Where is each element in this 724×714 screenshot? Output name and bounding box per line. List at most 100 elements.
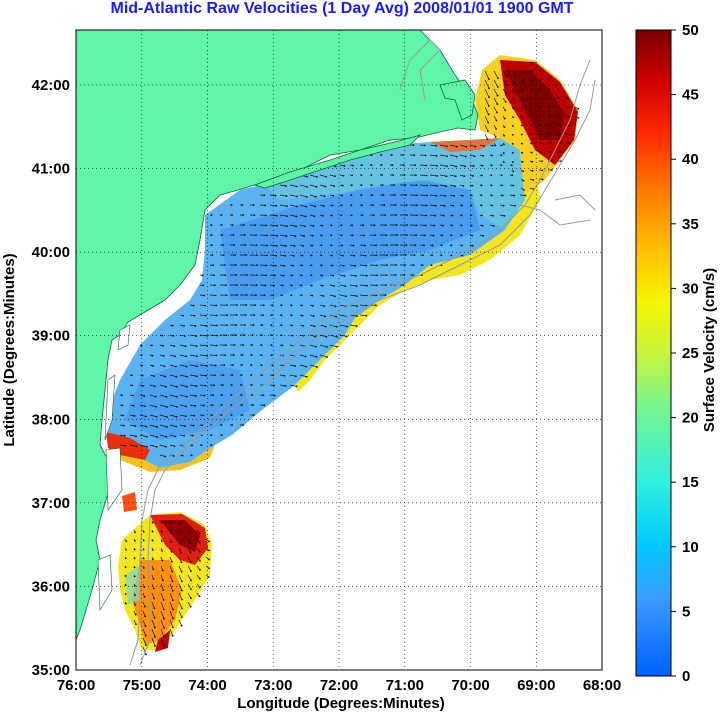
velocity-arrow-head	[192, 424, 195, 427]
velocity-arrow	[289, 374, 296, 377]
velocity-arrow-head	[144, 405, 146, 408]
velocity-arrow-head	[340, 214, 343, 217]
velocity-arrow-head	[529, 106, 532, 109]
velocity-arrow-head	[521, 161, 524, 163]
velocity-arrow	[179, 374, 188, 377]
velocity-arrow-head	[222, 374, 225, 376]
velocity-arrow-head	[211, 414, 213, 417]
velocity-arrow-head	[300, 304, 303, 307]
velocity-arrow-head	[266, 244, 268, 247]
velocity-arrow-head	[215, 314, 218, 317]
velocity-arrow-head	[176, 395, 178, 398]
velocity-arrow-head	[455, 155, 458, 158]
velocity-arrow-head	[152, 364, 155, 367]
velocity-arrow-head	[375, 244, 377, 247]
velocity-arrow-head	[163, 635, 165, 638]
velocity-arrow	[289, 214, 297, 217]
velocity-arrow-head	[151, 354, 154, 357]
velocity-arrow-head	[220, 404, 223, 406]
velocity-arrow-head	[314, 335, 317, 338]
velocity-arrow-head	[577, 116, 580, 119]
velocity-arrow-head	[322, 295, 325, 297]
velocity-arrow-head	[350, 204, 353, 207]
velocity-arrow-head	[520, 133, 523, 136]
velocity-arrow-head	[541, 169, 544, 172]
velocity-arrow	[299, 364, 307, 367]
velocity-arrow-head	[172, 626, 174, 629]
velocity-arrow-head	[360, 194, 363, 197]
velocity-arrow-head	[405, 234, 408, 236]
velocity-arrow	[151, 592, 155, 599]
velocity-arrow-head	[446, 155, 448, 158]
velocity-arrow-head	[275, 214, 278, 217]
velocity-arrow-head	[242, 214, 245, 216]
velocity-arrow-head	[352, 244, 355, 247]
velocity-arrow-head	[404, 264, 406, 266]
velocity-arrow-head	[153, 626, 156, 629]
velocity-arrow-head	[260, 334, 263, 337]
velocity-arrow-head	[160, 521, 163, 524]
velocity-arrow-head	[505, 75, 508, 78]
velocity-arrow-head	[220, 224, 223, 226]
velocity-arrow	[269, 214, 277, 217]
velocity-arrow-head	[330, 244, 333, 247]
velocity-arrow-head	[213, 384, 215, 387]
velocity-arrow-head	[481, 164, 484, 167]
velocity-arrow-head	[425, 204, 428, 207]
velocity-arrow-head	[513, 99, 515, 101]
velocity-arrow-head	[325, 175, 327, 178]
velocity-arrow	[178, 601, 183, 609]
velocity-arrow	[429, 204, 436, 207]
velocity-arrow-head	[415, 234, 417, 237]
velocity-arrow-head	[201, 424, 204, 427]
velocity-arrow-head	[134, 613, 137, 616]
velocity-arrow-head	[250, 384, 253, 386]
velocity-arrow-head	[465, 145, 468, 148]
velocity-arrow-head	[131, 384, 134, 387]
velocity-arrow-head	[340, 224, 343, 227]
velocity-arrow-head	[122, 414, 125, 417]
velocity-arrow-head	[402, 154, 404, 156]
velocity-arrow-head	[162, 608, 165, 611]
velocity-arrow-head	[431, 254, 433, 257]
velocity-arrow-head	[295, 185, 298, 188]
velocity-arrow-head	[225, 304, 228, 307]
velocity-arrow-head	[245, 254, 248, 256]
velocity-arrow	[187, 583, 192, 590]
velocity-arrow-head	[354, 275, 357, 277]
velocity-arrow-head	[450, 244, 453, 247]
velocity-arrow-head	[145, 425, 148, 428]
velocity-arrow-head	[567, 106, 570, 109]
colorbar-tick-label: 45	[682, 87, 699, 104]
x-tick-labels: 76:00 75:00 74:00 73:00 72:00 71:00 70:00 69:00…	[57, 677, 621, 694]
velocity-arrow-head	[313, 215, 316, 218]
velocity-arrow-head	[331, 214, 333, 217]
velocity-arrow-head	[285, 185, 287, 187]
velocity-arrow-head	[522, 71, 525, 74]
velocity-arrow	[309, 354, 317, 358]
velocity-arrow-head	[198, 586, 201, 589]
velocity-arrow-head	[230, 404, 233, 406]
velocity-arrow-head	[261, 324, 264, 327]
x-tick-label: 71:00	[386, 677, 424, 694]
velocity-arrow	[299, 354, 306, 357]
velocity-arrow-head	[405, 194, 407, 196]
velocity-arrow-head	[156, 436, 158, 438]
velocity-arrow-head	[174, 435, 177, 438]
velocity-arrow-head	[320, 254, 323, 257]
velocity-arrow-head	[322, 205, 325, 207]
velocity-arrow-head	[512, 184, 515, 187]
velocity-arrow-head	[322, 214, 324, 217]
velocity-arrow-head	[495, 127, 498, 130]
velocity-arrow-head	[558, 115, 561, 118]
velocity-arrow-head	[488, 96, 490, 99]
velocity-arrow	[199, 324, 207, 327]
velocity-arrow-head	[513, 90, 516, 93]
velocity-arrow-head	[252, 414, 255, 416]
velocity-arrow	[142, 646, 147, 655]
velocity-arrow-head	[125, 602, 127, 605]
velocity-arrow	[349, 284, 357, 287]
velocity-arrow-head	[505, 92, 508, 95]
colorbar-tick-labels: 0 5 10 15 20 25 30 35 40 45 50	[671, 22, 699, 685]
velocity-arrow-head	[273, 384, 275, 387]
